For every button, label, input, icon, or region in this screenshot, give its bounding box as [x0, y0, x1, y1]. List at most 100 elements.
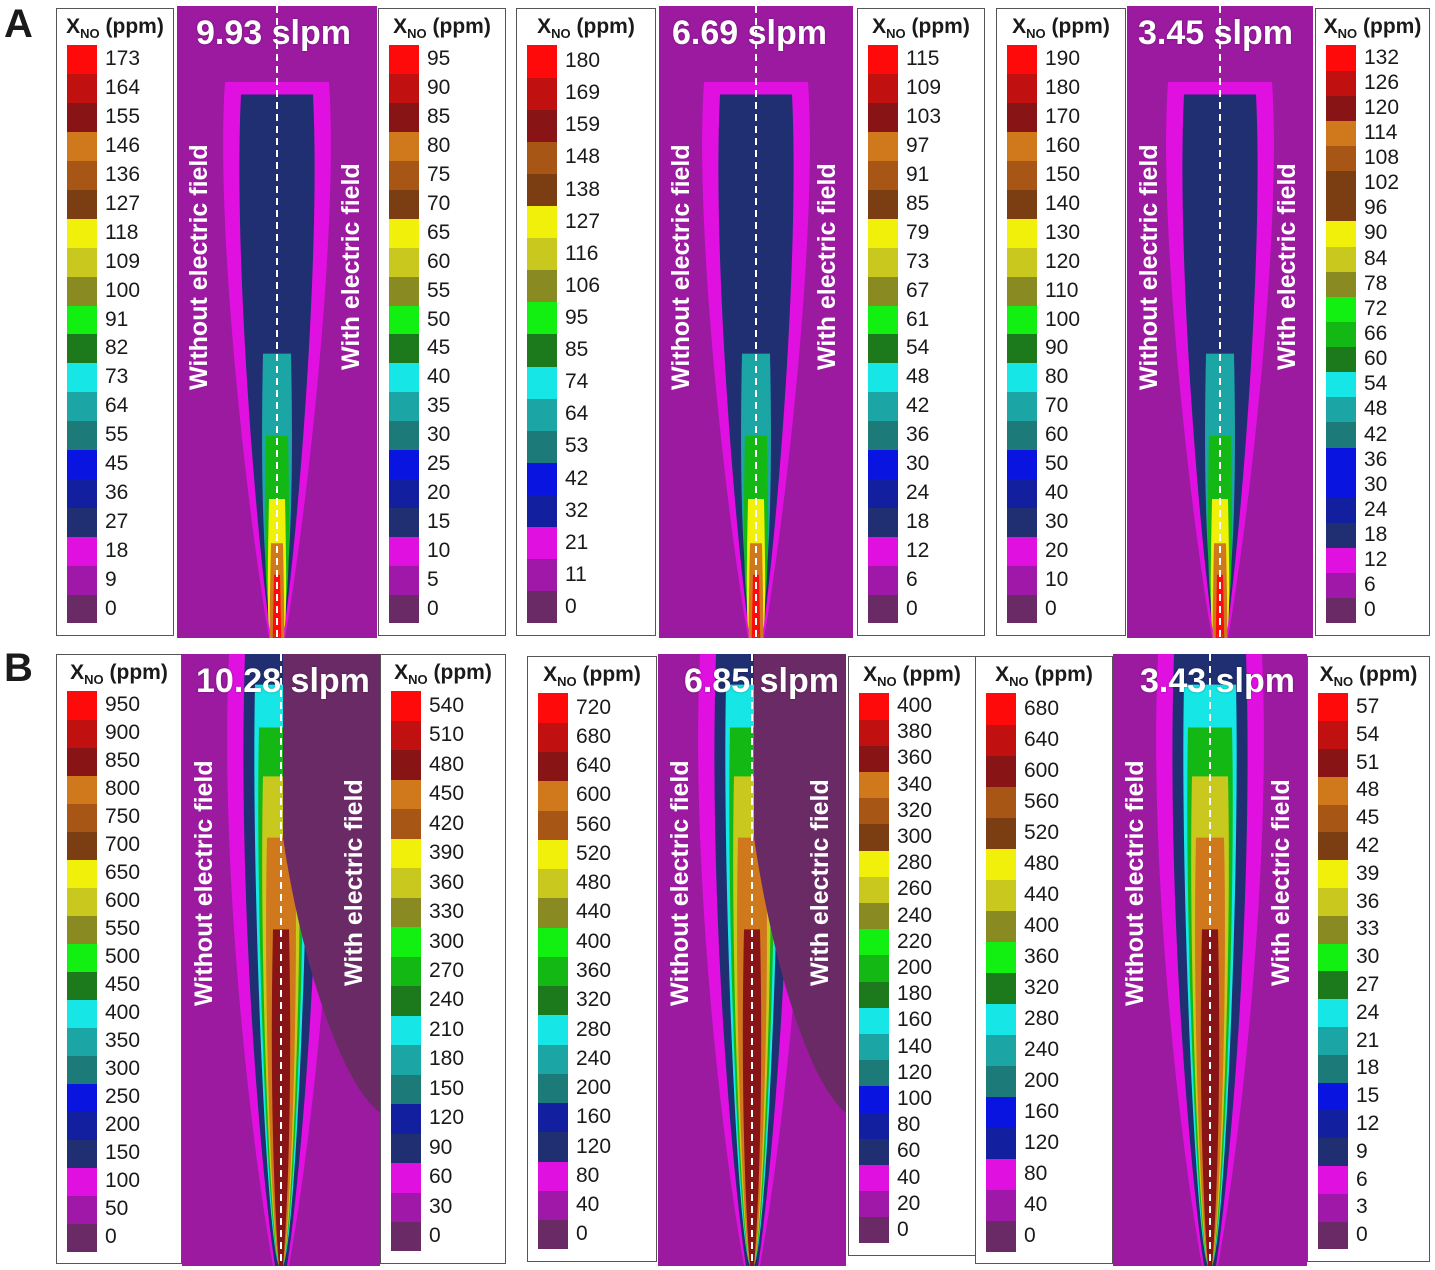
color-swatch — [1318, 887, 1348, 916]
color-swatch — [67, 507, 97, 537]
legend-title-subscript: NO — [84, 672, 104, 688]
tick-label: 6 — [1356, 1167, 1368, 1191]
flow-rate-label: 6.85 slpm — [684, 662, 839, 700]
legend-right-a1: XNO (ppm) 0 5 10 15 20 25 30 35 40 45 50 55 60 65 70 75 8… — [378, 8, 506, 636]
color-swatch — [859, 902, 889, 930]
color-scale — [527, 45, 557, 624]
color-swatch — [1326, 195, 1356, 222]
color-swatch — [1326, 70, 1356, 96]
tick-label: 300 — [105, 1057, 141, 1080]
tick-label: 240 — [576, 1046, 612, 1070]
tick-label: 0 — [105, 1225, 117, 1248]
legend-title-subscript: NO — [557, 674, 577, 690]
color-swatch — [67, 449, 97, 479]
tick-label: 55 — [427, 278, 451, 302]
tick-label: 250 — [105, 1085, 141, 1108]
tick-label: 70 — [427, 191, 451, 215]
tick-label: 680 — [1024, 696, 1060, 720]
color-swatch — [538, 1219, 568, 1250]
legend-title-unit: (ppm) — [905, 15, 970, 38]
color-swatch — [1318, 748, 1348, 777]
color-scale — [67, 45, 97, 624]
color-swatch — [389, 73, 419, 104]
color-swatch — [1318, 1165, 1348, 1194]
color-swatch — [67, 247, 97, 277]
legend-title-subscript: NO — [877, 674, 897, 690]
tick-label: 138 — [565, 177, 601, 201]
color-swatch — [391, 779, 421, 810]
legend-left-a2: XNO (ppm) 0 11 21 32 42 53 64 74 85 95 106 116 127 138… — [516, 8, 656, 636]
tick-label: 36 — [105, 480, 129, 504]
color-swatch — [391, 1162, 421, 1193]
color-swatch — [391, 691, 421, 721]
tick-label: 480 — [429, 752, 465, 776]
tick-label: 73 — [906, 249, 930, 273]
flame-field-a3: 3.45 slpm Without electric field With elec… — [1127, 6, 1313, 638]
color-swatch — [1326, 522, 1356, 549]
color-swatch — [868, 565, 898, 595]
color-swatch — [67, 691, 97, 720]
legend-title-unit: (ppm) — [426, 15, 491, 38]
color-swatch — [527, 398, 557, 431]
tick-label: 160 — [576, 1105, 612, 1129]
color-swatch — [538, 956, 568, 987]
color-swatch — [67, 536, 97, 566]
color-swatch — [859, 771, 889, 799]
tick-label: 120 — [897, 1060, 933, 1084]
row-label-b: B — [4, 646, 33, 690]
tick-label: 18 — [1356, 1056, 1380, 1080]
color-swatch — [986, 1127, 1016, 1159]
color-swatch — [1007, 565, 1037, 595]
tick-label: 50 — [1045, 452, 1069, 476]
color-swatch — [527, 269, 557, 303]
color-swatch — [1007, 73, 1037, 104]
color-swatch — [538, 693, 568, 723]
color-swatch — [389, 276, 419, 306]
color-swatch — [1007, 478, 1037, 508]
color-swatch — [391, 1074, 421, 1105]
color-swatch — [67, 391, 97, 422]
color-swatch — [986, 1158, 1016, 1190]
tick-label: 280 — [1024, 1006, 1060, 1030]
tick-label: 30 — [906, 452, 930, 476]
tick-label: 78 — [1364, 271, 1388, 295]
color-swatch — [527, 45, 557, 78]
color-swatch — [538, 839, 568, 870]
color-swatch — [1326, 271, 1356, 297]
tick-label: 42 — [906, 394, 930, 418]
color-swatch — [527, 141, 557, 174]
color-swatch — [1007, 247, 1037, 277]
color-swatch — [868, 131, 898, 162]
tick-label: 100 — [897, 1086, 933, 1110]
legend-title-unit: (ppm) — [99, 15, 164, 38]
tick-label: 0 — [1364, 598, 1376, 622]
tick-label: 72 — [1364, 296, 1388, 320]
tick-label: 80 — [1024, 1161, 1048, 1185]
tick-label: 103 — [906, 105, 942, 129]
color-swatch — [389, 160, 419, 190]
legend-right-b3: XNO (ppm) 0 3 6 9 12 15 18 21 24 27 30 33 36 39 42 45 48 5… — [1307, 656, 1430, 1262]
tick-label: 54 — [906, 336, 930, 360]
color-swatch — [868, 276, 898, 306]
legend-left-b2: XNO (ppm) 0 40 80 120 160 200 240 280 320 360 400 44… — [527, 656, 657, 1262]
color-swatch — [67, 478, 97, 508]
color-swatch — [1326, 472, 1356, 498]
label-without-field: Without electric field — [190, 760, 218, 1006]
tick-label: 0 — [1045, 596, 1057, 620]
flame-field-a1: 9.93 slpm Without electric field With elec… — [177, 6, 377, 638]
color-swatch — [1318, 720, 1348, 750]
color-swatch — [67, 775, 97, 804]
color-swatch — [67, 719, 97, 748]
tick-label: 400 — [897, 694, 933, 718]
color-swatch — [527, 109, 557, 142]
legend-title-subscript: NO — [551, 26, 571, 42]
color-swatch — [67, 915, 97, 944]
tick-label: 33 — [1356, 917, 1380, 941]
color-swatch — [527, 526, 557, 560]
color-swatch — [1318, 1221, 1348, 1250]
tick-label: 360 — [1024, 944, 1060, 968]
tick-label: 95 — [565, 305, 589, 329]
color-swatch — [389, 131, 419, 162]
color-swatch — [391, 926, 421, 957]
color-swatch — [538, 810, 568, 840]
